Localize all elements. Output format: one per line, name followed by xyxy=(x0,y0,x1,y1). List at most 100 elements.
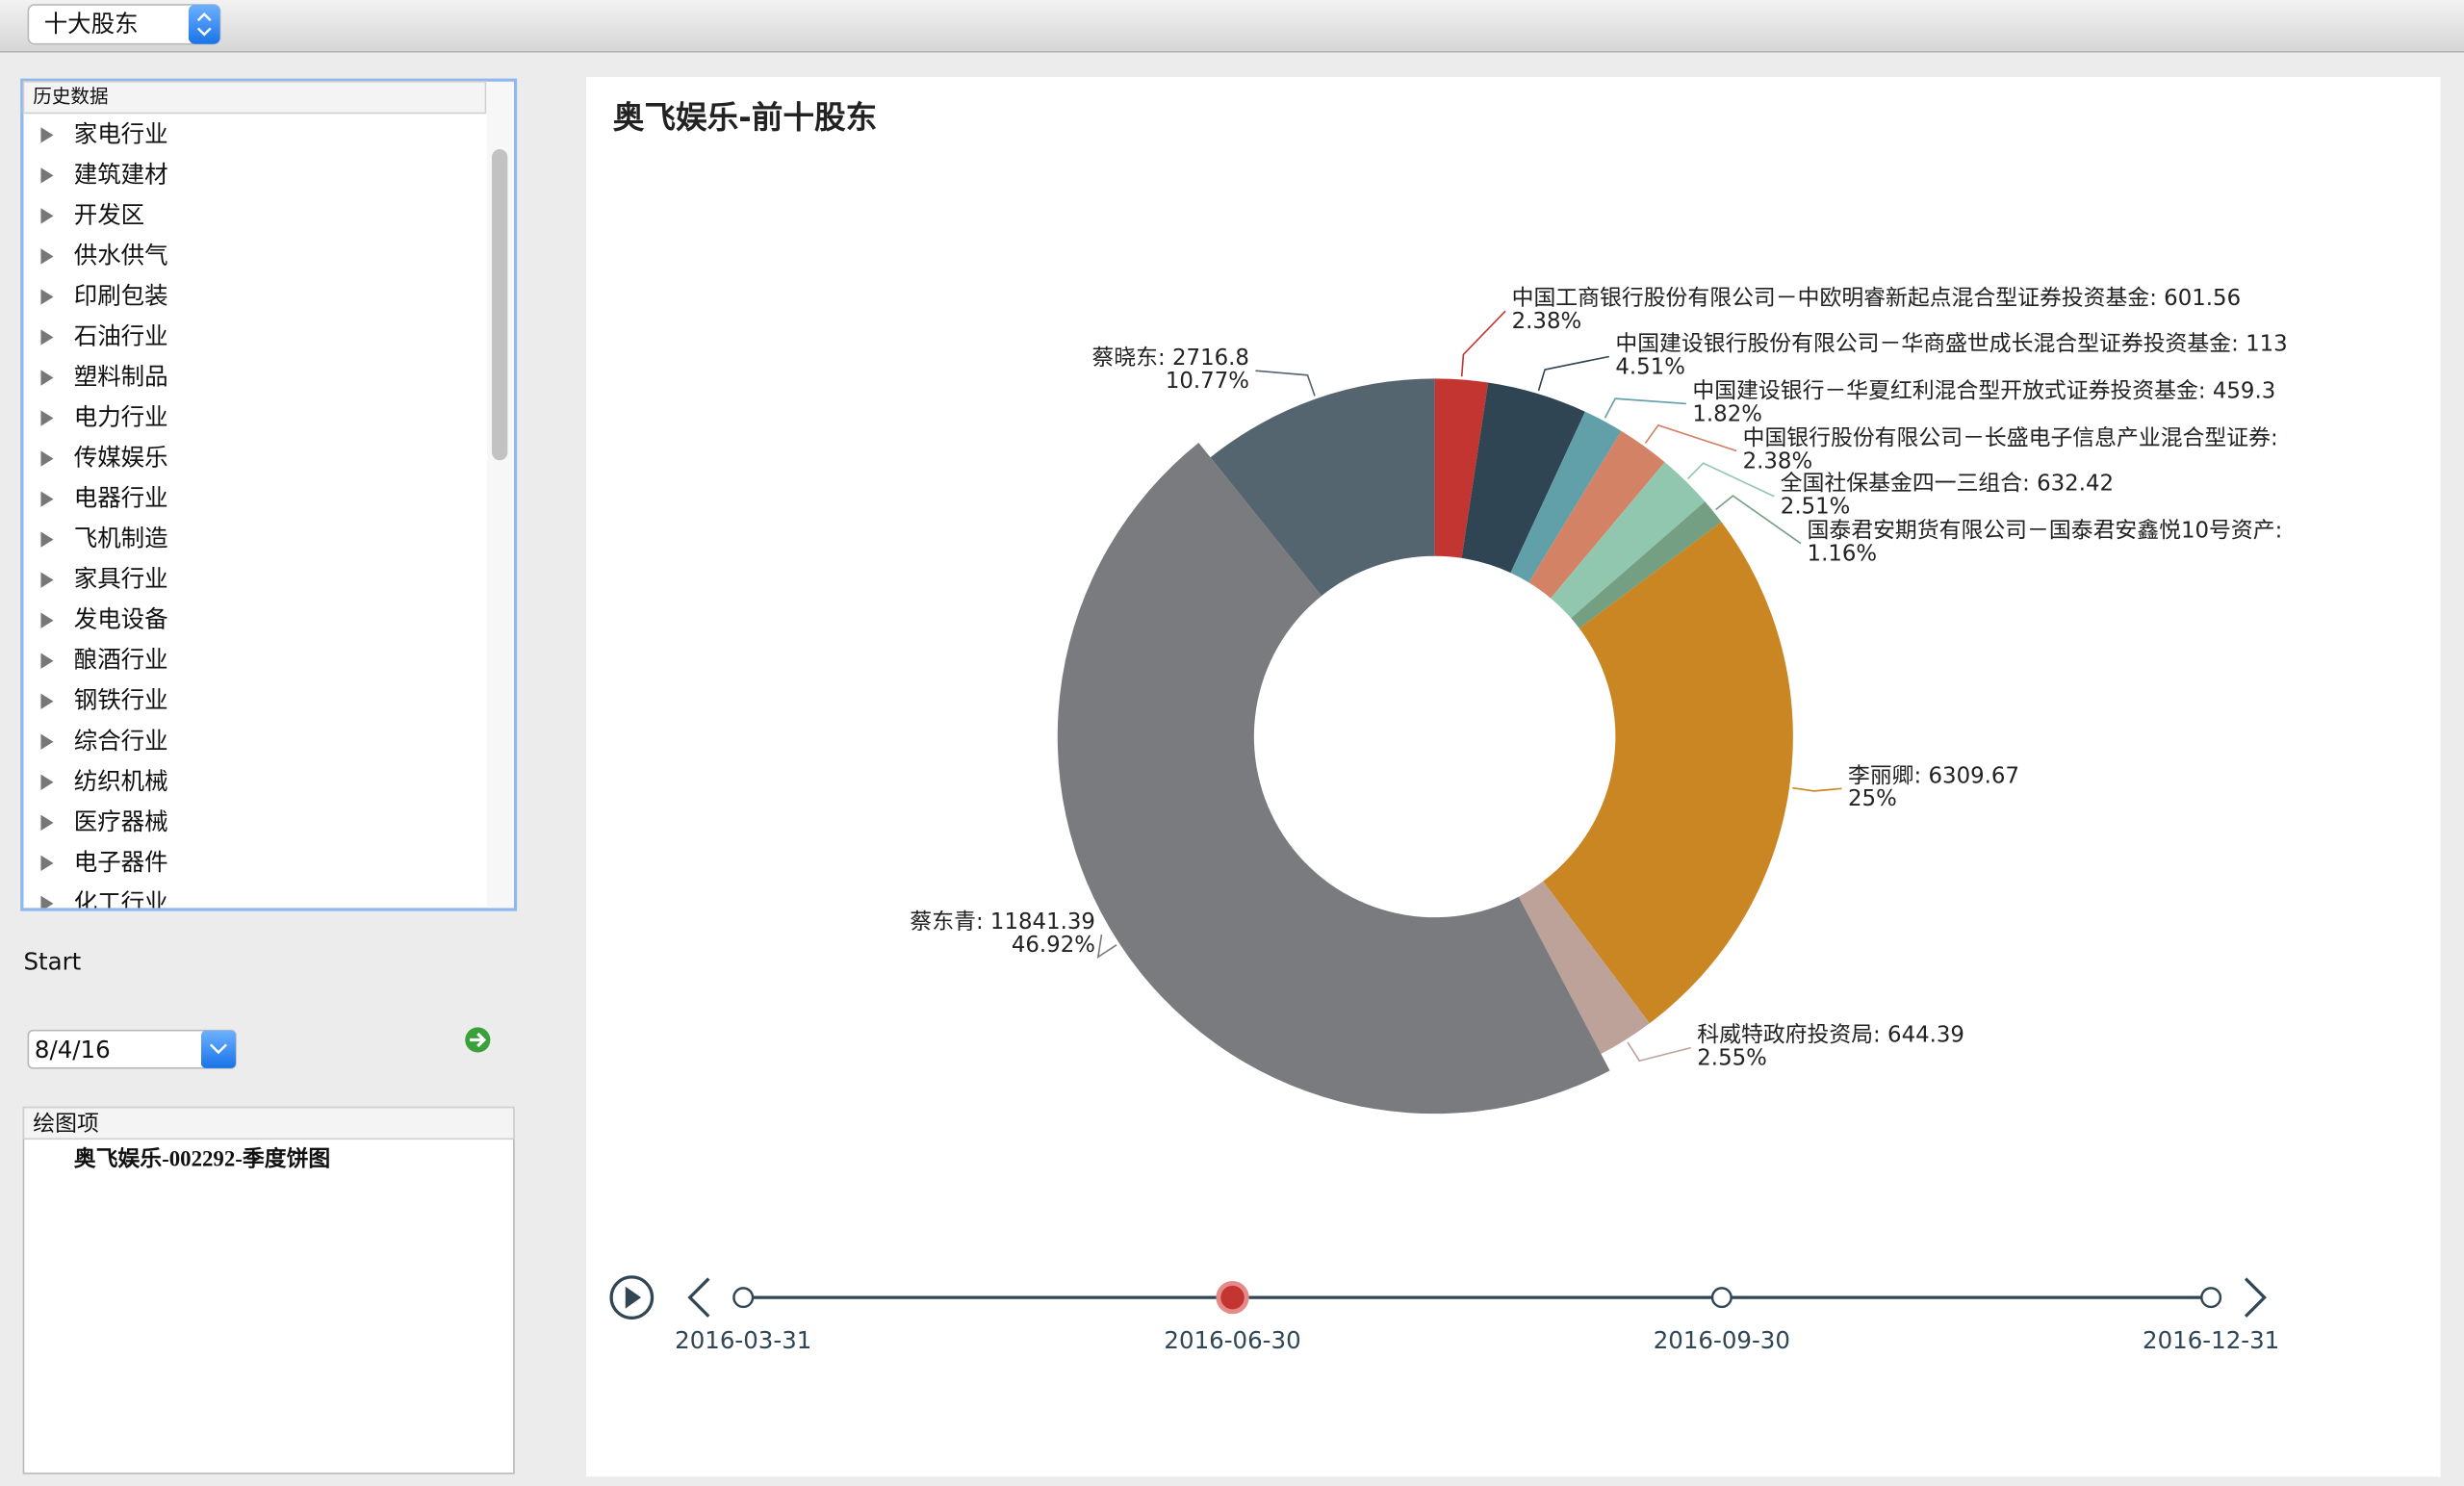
toolbar xyxy=(0,0,2464,52)
tree-expander[interactable] xyxy=(40,733,54,750)
tree-item[interactable]: 电器行业 xyxy=(74,484,168,512)
leader-line xyxy=(1715,495,1802,545)
tree-item[interactable]: 建筑建材 xyxy=(74,160,168,188)
tree-item[interactable]: 酿酒行业 xyxy=(74,646,168,674)
tree-expander[interactable] xyxy=(40,814,54,831)
go-arrow xyxy=(470,1032,487,1048)
slice-value: 644.39 xyxy=(1887,1022,1964,1047)
slice-value: 601 xyxy=(2285,425,2327,450)
separator: : xyxy=(2275,518,2290,543)
timeline-point[interactable] xyxy=(1710,1287,1732,1309)
tree-expander[interactable] xyxy=(40,329,54,346)
date-button[interactable] xyxy=(200,1030,236,1068)
tree-expander[interactable] xyxy=(40,855,54,872)
tree-expander[interactable] xyxy=(40,370,54,386)
plot-item[interactable]: 奥飞娱乐-002292-季度饼图 xyxy=(74,1145,331,1170)
tree-expander[interactable] xyxy=(40,491,54,507)
start-label: Start xyxy=(23,948,81,976)
dropdown-text: 十大股东 xyxy=(44,10,139,38)
tree-item[interactable]: 印刷包装 xyxy=(74,281,168,309)
timeline-label[interactable]: 2016-12-31 xyxy=(2143,1326,2279,1354)
date-arrow xyxy=(209,1043,227,1055)
timeline-label[interactable]: 2016-06-30 xyxy=(1164,1326,1300,1354)
slice[interactable] xyxy=(1057,442,1610,1114)
slice-value: 632.42 xyxy=(2037,471,2114,496)
tree-item[interactable]: 综合行业 xyxy=(74,727,168,755)
timeline-label[interactable]: 2016-03-31 xyxy=(675,1326,811,1354)
tree-expander[interactable] xyxy=(40,167,54,184)
slice-label: 中国建设银行股份有限公司－华商盛世成长混合型证券投资基金: 1138.3 xyxy=(1615,331,2323,356)
tree-item[interactable]: 供水供气 xyxy=(74,241,168,269)
separator: : xyxy=(2198,378,2213,403)
slice-value: 601.56 xyxy=(2164,286,2241,311)
tree-item[interactable]: 石油行业 xyxy=(74,322,168,350)
slice-label: 李丽卿: 6309.67 xyxy=(1848,763,2019,788)
slice-label: 中国银行股份有限公司－长盛电子信息产业混合型证券: 601 xyxy=(1743,425,2327,450)
tree-item[interactable]: 纺织机械 xyxy=(74,767,168,795)
tree-expander[interactable] xyxy=(40,895,54,911)
tree-item[interactable]: 电子器件 xyxy=(74,848,168,876)
tree-item[interactable]: 飞机制造 xyxy=(74,525,168,552)
timeline-point[interactable] xyxy=(732,1287,755,1309)
slice-value: 1138.3 xyxy=(2246,331,2323,356)
tree-item[interactable]: 传媒娱乐 xyxy=(74,444,168,472)
slice[interactable] xyxy=(1518,881,1650,1055)
timeline-label[interactable]: 2016-09-30 xyxy=(1654,1326,1790,1354)
slice-name: 中国工商银行股份有限公司－中欧明睿新起点混合型证券投资基金 xyxy=(1512,286,2150,311)
tree-expander[interactable] xyxy=(40,572,54,588)
scrollbar-thumb[interactable] xyxy=(492,149,508,461)
slice-percent: 1.82% xyxy=(1692,401,1762,426)
tree-expander[interactable] xyxy=(40,208,54,224)
slice[interactable] xyxy=(1510,411,1622,583)
slice-name: 科威特政府投资局 xyxy=(1697,1022,1873,1047)
slice[interactable] xyxy=(1461,382,1585,574)
slice-percent: 2.38% xyxy=(1512,309,1582,334)
tree-item[interactable]: 医疗器械 xyxy=(74,807,168,835)
tree-expander[interactable] xyxy=(40,289,54,305)
slice-percent: 1.16% xyxy=(1808,542,1878,567)
tree-expander[interactable] xyxy=(40,127,54,143)
play-button[interactable] xyxy=(609,1275,654,1319)
slice-name: 中国建设银行－华夏红利混合型开放式证券投资基金 xyxy=(1692,378,2198,403)
leader-line xyxy=(1792,786,1842,792)
tree-expander[interactable] xyxy=(40,774,54,790)
dropdown-button[interactable] xyxy=(188,4,220,44)
slice[interactable] xyxy=(1543,522,1793,1024)
tree-item[interactable]: 开发区 xyxy=(74,200,144,228)
separator: : xyxy=(976,910,990,935)
tree-expander[interactable] xyxy=(40,693,54,709)
tree-expander[interactable] xyxy=(40,450,54,467)
prev-button[interactable] xyxy=(687,1277,710,1318)
slice[interactable] xyxy=(1528,430,1665,599)
slice-name: 蔡晓东 xyxy=(1091,346,1158,371)
tree-item[interactable]: 电力行业 xyxy=(74,403,168,431)
slice[interactable] xyxy=(1434,378,1489,558)
tree-expander[interactable] xyxy=(40,612,54,628)
tree-header: 历史数据 xyxy=(33,86,108,108)
separator: : xyxy=(2149,286,2164,311)
tree-expander[interactable] xyxy=(40,531,54,548)
tree-item[interactable]: 发电设备 xyxy=(74,605,168,633)
tree-item[interactable]: 钢铁行业 xyxy=(74,686,168,714)
slice[interactable] xyxy=(1571,501,1722,628)
tree-panel xyxy=(20,78,518,911)
tree-expander[interactable] xyxy=(40,410,54,426)
slice-value: 459.3 xyxy=(2213,378,2275,403)
dropdown-arrows xyxy=(196,12,212,37)
slice-label: 蔡东青: 11841.39 xyxy=(910,910,1095,935)
slice-percent: 2.55% xyxy=(1697,1046,1767,1071)
tree-expander[interactable] xyxy=(40,248,54,265)
timeline-current[interactable] xyxy=(1216,1281,1249,1315)
next-button[interactable] xyxy=(2244,1277,2267,1318)
leader-line xyxy=(1627,1041,1691,1063)
tree-item[interactable]: 家电行业 xyxy=(74,119,168,147)
tree-expander[interactable] xyxy=(40,653,54,669)
slice[interactable] xyxy=(1210,378,1435,597)
slice[interactable] xyxy=(1551,462,1706,619)
tree-item[interactable]: 塑料制品 xyxy=(74,363,168,391)
tree-item[interactable]: 家具行业 xyxy=(74,565,168,593)
tree-item[interactable]: 化工行业 xyxy=(74,888,168,916)
slice-name: 中国建设银行股份有限公司－华商盛世成长混合型证券投资基金 xyxy=(1615,331,2231,356)
timeline-point[interactable] xyxy=(2200,1287,2222,1309)
slice-value: 2716.8 xyxy=(1172,346,1249,371)
